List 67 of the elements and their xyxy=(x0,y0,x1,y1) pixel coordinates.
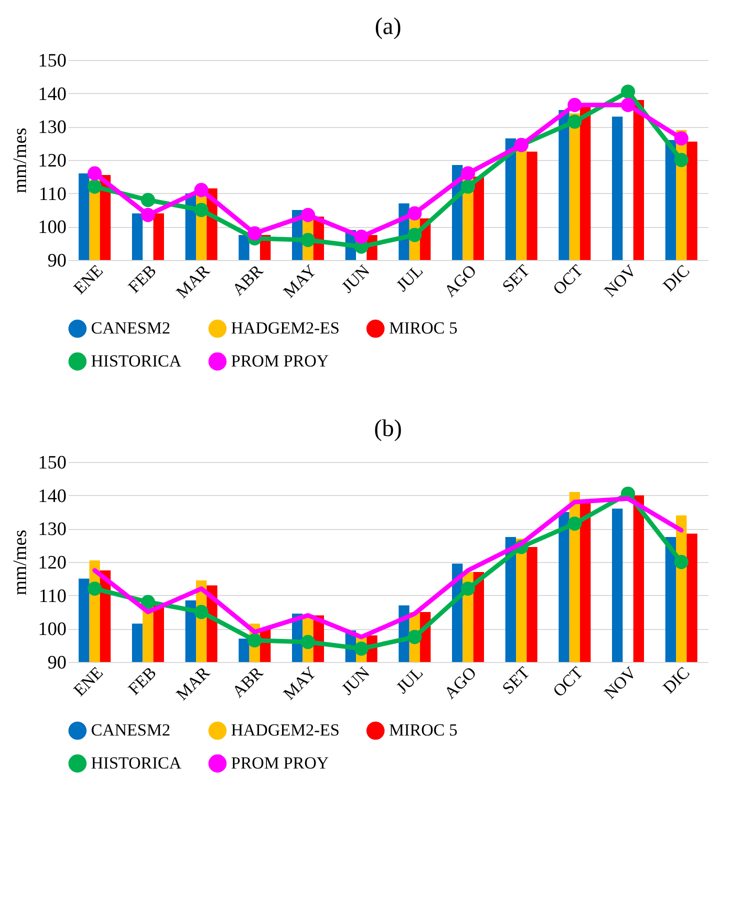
legend-label: HISTORICA xyxy=(91,352,182,370)
point xyxy=(674,152,688,168)
y-tick-label: 130 xyxy=(38,519,66,540)
y-tick-label: 150 xyxy=(38,50,66,72)
point xyxy=(300,208,316,222)
x-tick-label: FEB xyxy=(124,663,160,699)
point xyxy=(354,642,368,656)
y-tick-label: 120 xyxy=(38,150,66,172)
point xyxy=(408,228,422,242)
point xyxy=(568,516,582,531)
legend-label: MIROC 5 xyxy=(389,318,458,338)
point xyxy=(460,582,476,596)
point xyxy=(620,84,636,99)
point xyxy=(300,232,316,248)
y-tick-label: 130 xyxy=(38,117,66,138)
y-tick-label: 100 xyxy=(38,619,66,640)
y-tick-label: 140 xyxy=(38,486,66,507)
y-tick-label: 110 xyxy=(38,586,66,607)
point xyxy=(460,166,476,180)
point xyxy=(194,604,208,620)
point xyxy=(194,202,208,218)
x-tick-label: DIC xyxy=(659,663,694,698)
legend-label: CANESM2 xyxy=(91,318,170,338)
legend-label: CANESM2 xyxy=(91,720,170,740)
y-axis-title: mm/mes xyxy=(10,128,31,194)
chart-title: (a) xyxy=(374,14,402,40)
x-tick-label: FEB xyxy=(124,261,160,297)
point xyxy=(248,633,262,648)
legend-label: PROM PROY xyxy=(231,352,329,370)
point xyxy=(140,208,156,222)
point xyxy=(408,630,422,644)
y-tick-label: 110 xyxy=(38,184,66,205)
point xyxy=(248,226,262,240)
legend-label: MIROC 5 xyxy=(389,720,458,740)
y-tick-label: 120 xyxy=(38,552,66,574)
point xyxy=(194,182,208,198)
point xyxy=(620,98,636,112)
line-series xyxy=(92,496,684,640)
chart-title: (b) xyxy=(374,416,402,442)
legend-label: HADGEM2-ES xyxy=(231,318,340,338)
x-tick-label: JUL xyxy=(392,663,427,698)
x-tick-label: SET xyxy=(498,260,534,296)
x-tick-label: JUL xyxy=(392,261,427,296)
point xyxy=(88,166,102,180)
point xyxy=(88,180,102,194)
point xyxy=(140,594,156,610)
point xyxy=(354,230,368,244)
y-tick-label: 90 xyxy=(48,652,66,674)
y-tick-label: 90 xyxy=(48,250,66,272)
point xyxy=(568,98,582,112)
point xyxy=(568,114,582,129)
y-axis-title: mm/mes xyxy=(10,530,31,596)
y-tick-label: 100 xyxy=(38,217,66,238)
y-tick-label: 140 xyxy=(38,84,66,105)
point xyxy=(300,634,316,650)
point xyxy=(88,582,102,596)
point xyxy=(674,554,688,570)
x-tick-label: SET xyxy=(498,662,534,698)
x-tick-label: DIC xyxy=(659,261,694,296)
point xyxy=(674,131,688,146)
point xyxy=(140,192,156,208)
y-tick-label: 150 xyxy=(38,452,66,474)
legend-label: HADGEM2-ES xyxy=(231,720,340,740)
legend-label: PROM PROY xyxy=(231,754,329,772)
legend-label: HISTORICA xyxy=(91,754,182,772)
point xyxy=(460,180,476,194)
point xyxy=(408,206,422,220)
